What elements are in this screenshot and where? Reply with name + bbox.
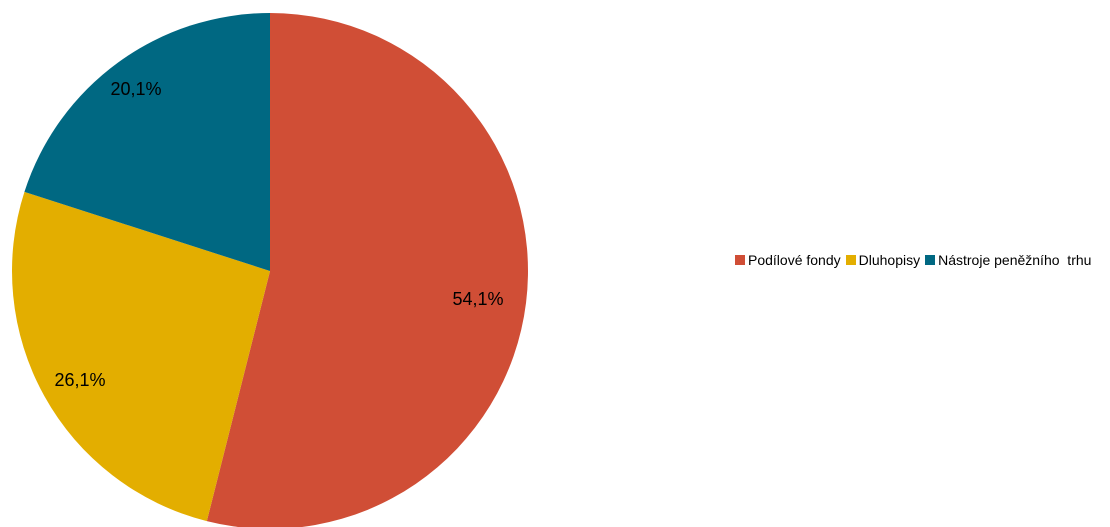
legend-swatch-dluhopisy <box>845 255 856 265</box>
legend-item-dluhopisy: Dluhopisy <box>845 252 921 268</box>
pie-slices <box>12 13 528 527</box>
pie-slice-podilove-fondy <box>206 13 528 527</box>
legend-label-dluhopisy: Dluhopisy <box>858 252 921 268</box>
legend-item-nastroje-penezniho-trhu: Nástroje peněžního trhu <box>925 252 1091 268</box>
legend-item-podilove-fondy: Podílové fondy <box>735 252 841 268</box>
pie-slice-nastroje-penezniho-trhu <box>24 13 270 271</box>
legend-swatch-podilove-fondy <box>735 255 745 265</box>
data-label-dluhopisy: 26,1% <box>54 370 105 390</box>
legend-label-podilove-fondy: Podílové fondy <box>748 252 841 268</box>
legend-label-nastroje-penezniho-trhu: Nástroje peněžního trhu <box>938 252 1092 268</box>
data-label-nastroje-penezniho-trhu: 20,1% <box>110 79 161 99</box>
chart-legend: Podílové fondy Dluhopisy Nástroje peněžn… <box>735 252 1096 268</box>
legend-swatch-nastroje-penezniho-trhu <box>925 255 936 265</box>
data-label-podilove-fondy: 54,1% <box>452 289 503 309</box>
pie-data-labels: 54,1% 26,1% 20,1% <box>54 79 503 390</box>
pie-slice-dluhopisy <box>12 191 271 522</box>
